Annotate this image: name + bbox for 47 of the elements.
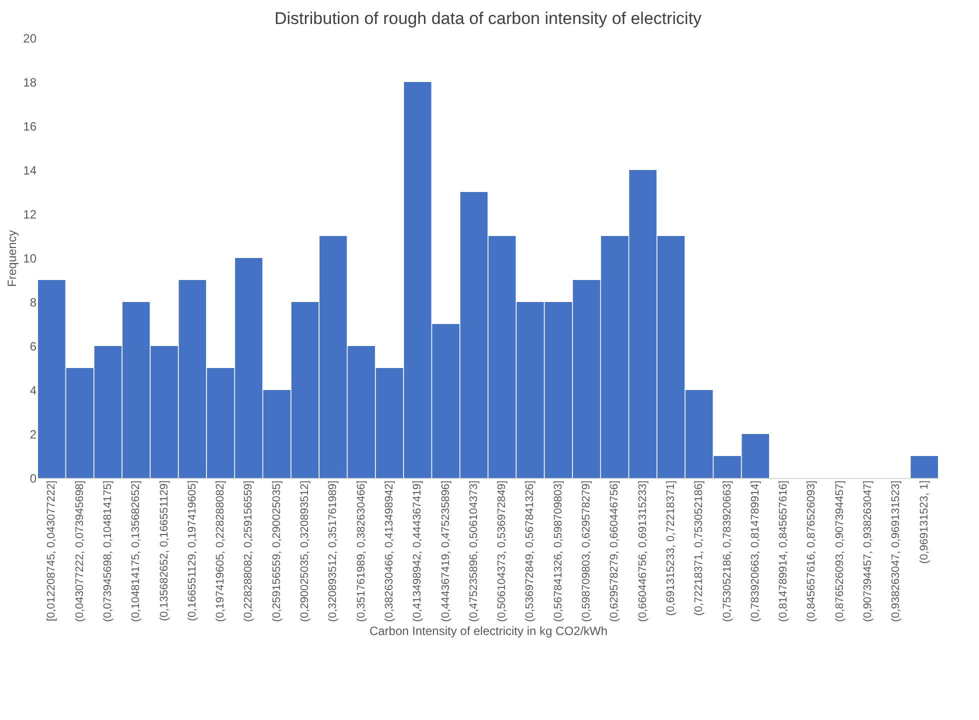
- x-tick-label: (0,567841326, 0,598709803]: [552, 480, 564, 622]
- x-tick-label: (0,814789914, 0,845657616]: [778, 480, 790, 622]
- y-tick-label: 6: [30, 340, 37, 354]
- x-tick-label: (0,969131523, 1]: [918, 480, 930, 564]
- x-tick-label: (0,290025035, 0,320893512]: [299, 480, 312, 622]
- x-tick-label: (0,197419605, 0,228288082]: [214, 480, 227, 622]
- y-tick-label: 8: [30, 296, 37, 310]
- x-tick-label: (0,660446756, 0,691315233]: [636, 480, 649, 622]
- x-tick-label: (0,073945698, 0,104814175]: [102, 480, 114, 622]
- x-tick-label: (0,598709803, 0,629578279]: [580, 480, 593, 622]
- x-tick-label: (0,845657616, 0,876526093]: [806, 480, 818, 622]
- x-tick-label: (0,228288082, 0,259156559]: [242, 480, 255, 622]
- x-tick-label: (0,72218371, 0,753052186]: [693, 480, 706, 616]
- y-tick-label: 4: [30, 384, 37, 398]
- x-tick-label: (0,536972849, 0,567841326]: [524, 480, 536, 622]
- x-tick-label: (0,907394457, 0,938263047]: [862, 480, 874, 622]
- chart-title: Distribution of rough data of carbon intensity of electricity: [274, 9, 702, 28]
- x-tick-label: (0,320893512, 0,351761989]: [327, 480, 340, 622]
- y-axis-title: Frequency: [5, 230, 20, 287]
- x-tick-label: (0,351761989, 0,382630466]: [355, 480, 368, 622]
- y-tick-label: 0: [30, 472, 37, 486]
- y-tick-label: 10: [23, 252, 37, 266]
- y-tick-label: 20: [23, 32, 37, 46]
- x-tick-label: (0,259156559, 0,290025035]: [270, 480, 283, 622]
- x-tick-label: (0,166551129, 0,197419605]: [186, 480, 198, 621]
- x-tick-label: (0,413498942, 0,444367419]: [412, 480, 424, 622]
- x-tick-label: [0,012208745, 0,043077222]: [46, 480, 58, 622]
- x-tick-label: (0,938263047, 0,969131523]: [890, 480, 902, 622]
- x-tick-label: (0,783920663, 0,814789914]: [749, 480, 762, 622]
- y-tick-label: 12: [23, 208, 37, 222]
- x-tick-label: (0,691315233, 0,72218371]: [664, 480, 677, 616]
- x-tick-label: (0,876526093, 0,907394457]: [834, 480, 846, 622]
- x-tick-label: (0,475235896, 0,506104373]: [468, 480, 480, 622]
- x-tick-label: (0,382630466, 0,413498942]: [383, 480, 396, 622]
- x-tick-label: (0,444367419, 0,475235896]: [440, 480, 452, 622]
- x-tick-label: (0,104814175, 0,135682652]: [130, 480, 142, 622]
- y-tick-label: 16: [23, 120, 37, 134]
- x-tick-label: (0,629578279, 0,660446756]: [608, 480, 621, 622]
- y-tick-label: 14: [23, 164, 37, 178]
- x-tick-label: (0,135682652, 0,166551129]: [158, 480, 170, 621]
- x-tick-label: (0,753052186, 0,783920663]: [721, 480, 734, 622]
- y-tick-label: 2: [30, 428, 37, 442]
- x-tick-label: (0,506104373, 0,536972849]: [496, 480, 508, 622]
- bar: [910, 456, 938, 478]
- x-tick-label: (0,043077222, 0,073945698]: [74, 480, 86, 622]
- x-axis-title: Carbon Intensity of electricity in kg CO2/kWh: [369, 624, 608, 638]
- y-tick-label: 18: [23, 76, 37, 90]
